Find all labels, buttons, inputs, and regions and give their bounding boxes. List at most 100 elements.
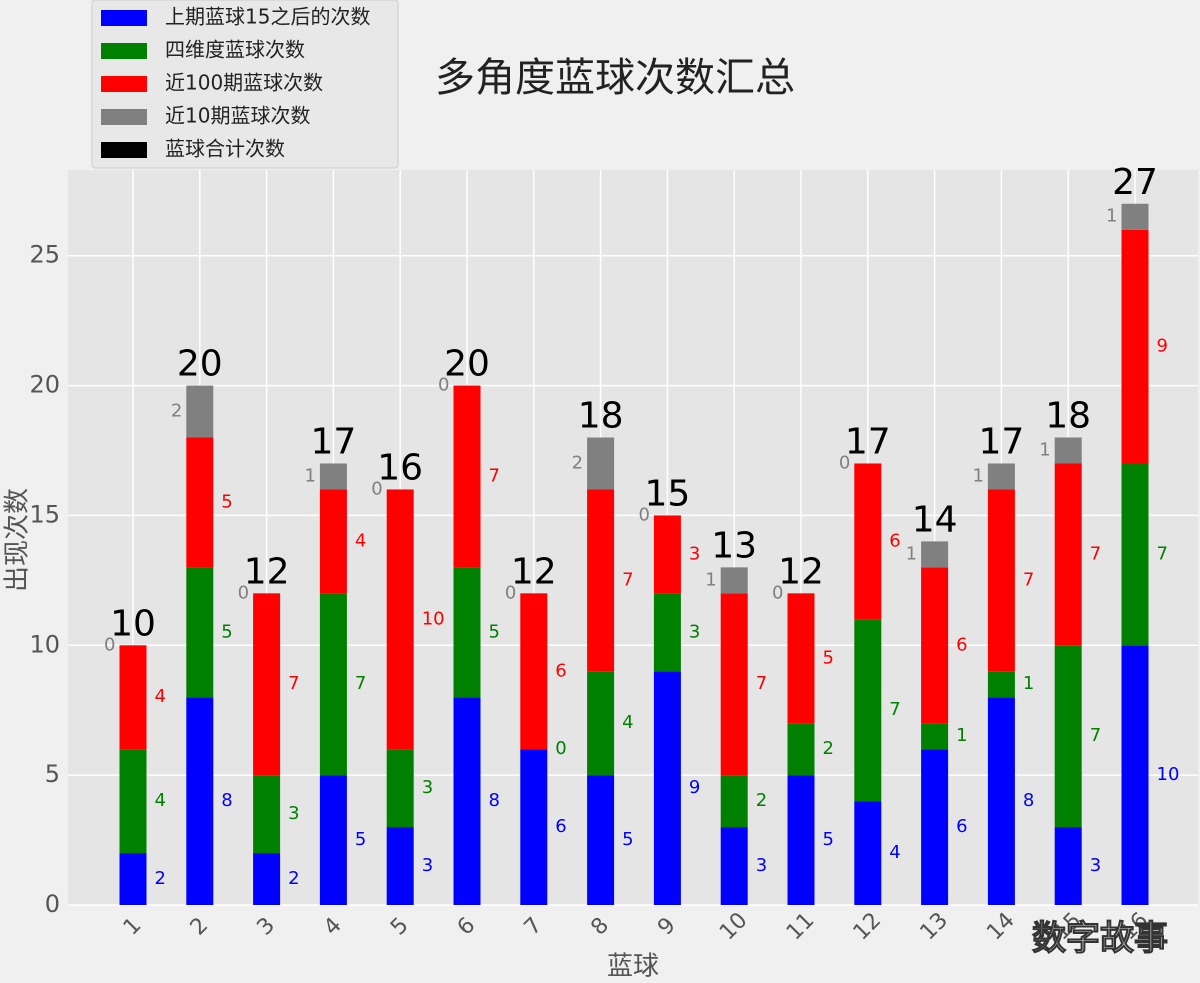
value-label: 7 [622, 569, 633, 590]
value-label: 7 [288, 673, 299, 694]
value-label: 4 [889, 842, 900, 863]
value-label: 0 [555, 738, 566, 759]
value-label: 3 [689, 621, 700, 642]
bar-segment [386, 489, 414, 750]
value-label: 1 [972, 465, 983, 486]
bar-segment [1054, 463, 1082, 646]
value-label: 0 [638, 504, 649, 525]
y-tick-label: 25 [29, 241, 60, 269]
value-label: 7 [1090, 725, 1101, 746]
total-label: 12 [511, 551, 557, 592]
bar-segment [720, 567, 748, 594]
value-label: 0 [839, 452, 850, 473]
value-label: 2 [756, 790, 767, 811]
value-label: 1 [1023, 673, 1034, 694]
value-label: 3 [288, 803, 299, 824]
bar-segment [987, 697, 1015, 905]
bar-segment [787, 723, 815, 776]
value-label: 6 [555, 660, 566, 681]
value-label: 10 [422, 608, 445, 629]
y-tick-label: 0 [45, 890, 60, 918]
value-label: 2 [171, 401, 182, 422]
bar-segment [186, 567, 214, 698]
total-label: 16 [377, 447, 423, 488]
value-label: 0 [104, 634, 115, 655]
value-label: 4 [155, 790, 166, 811]
legend-label: 上期蓝球15之后的次数 [165, 5, 370, 29]
bar-segment [921, 541, 949, 568]
total-label: 12 [244, 551, 290, 592]
bar-segment [987, 463, 1015, 490]
bar-segment [720, 775, 748, 828]
bar-segment [453, 385, 481, 568]
value-label: 5 [823, 647, 834, 668]
value-label: 4 [622, 712, 633, 733]
legend-swatch [101, 43, 147, 59]
value-label: 8 [221, 790, 232, 811]
legend-swatch [101, 142, 147, 158]
bar-segment [186, 437, 214, 568]
bar-segment [1121, 229, 1149, 464]
bar-segment [1121, 463, 1149, 646]
bar-segment [587, 671, 615, 776]
legend-swatch [101, 76, 147, 92]
bar-segment [386, 749, 414, 828]
value-label: 9 [1157, 336, 1168, 357]
value-label: 2 [572, 452, 583, 473]
value-label: 3 [689, 543, 700, 564]
value-label: 5 [823, 829, 834, 850]
bar-segment [319, 775, 347, 905]
total-label: 17 [845, 421, 891, 462]
value-label: 4 [355, 530, 366, 551]
value-label: 0 [772, 582, 783, 603]
bar-segment [453, 567, 481, 698]
value-label: 8 [489, 790, 500, 811]
bar-segment [386, 827, 414, 905]
total-label: 27 [1112, 162, 1158, 203]
value-label: 5 [221, 621, 232, 642]
value-label: 10 [1157, 764, 1180, 785]
bar-segment [186, 697, 214, 905]
bar-segment [1121, 645, 1149, 905]
value-label: 4 [155, 686, 166, 707]
bar-segment [787, 593, 815, 724]
bar-segment [587, 489, 615, 672]
value-label: 6 [555, 816, 566, 837]
value-label: 0 [371, 478, 382, 499]
legend-label: 四维度蓝球次数 [165, 38, 305, 62]
total-label: 15 [644, 473, 690, 514]
value-label: 6 [889, 530, 900, 551]
value-label: 1 [1106, 206, 1117, 227]
bar-segment [253, 853, 281, 905]
value-label: 0 [438, 375, 449, 396]
value-label: 2 [155, 868, 166, 889]
legend-label: 近100期蓝球次数 [165, 71, 323, 95]
value-label: 9 [689, 777, 700, 798]
y-axis-label: 出现次数 [3, 488, 33, 592]
bar-segment [1054, 437, 1082, 464]
bar-segment [319, 593, 347, 776]
total-label: 13 [711, 525, 757, 566]
total-label: 18 [1045, 396, 1091, 437]
value-label: 1 [705, 569, 716, 590]
value-label: 7 [1023, 569, 1034, 590]
value-label: 3 [422, 855, 433, 876]
bar-segment [720, 593, 748, 776]
legend-box [91, 0, 399, 169]
value-label: 7 [889, 699, 900, 720]
legend-label: 近10期蓝球次数 [165, 104, 310, 128]
watermark: 数字故事 [1032, 919, 1168, 959]
bar-segment [119, 645, 147, 750]
legend-swatch [101, 10, 147, 26]
bar-segment [520, 749, 548, 905]
total-label: 18 [578, 396, 624, 437]
value-label: 8 [1023, 790, 1034, 811]
bar-segment [787, 775, 815, 905]
bar-segment [186, 385, 214, 438]
value-label: 1 [304, 465, 315, 486]
bar-segment [520, 593, 548, 750]
y-tick-label: 5 [45, 760, 60, 788]
total-label: 20 [444, 344, 490, 385]
bar-segment [854, 801, 882, 905]
bar-segment [653, 515, 681, 594]
